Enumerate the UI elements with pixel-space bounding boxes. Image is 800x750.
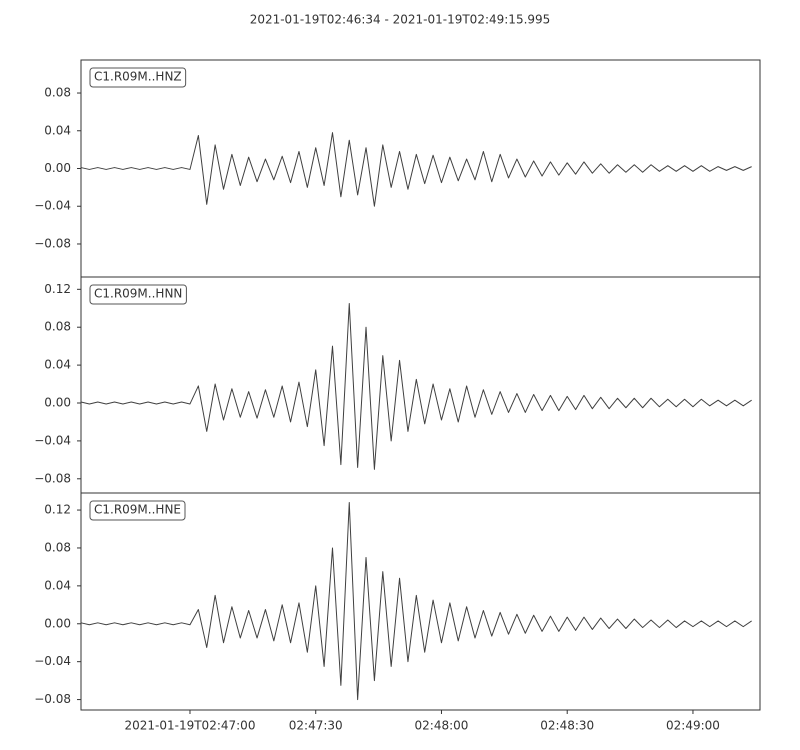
y-tick-label: 0.08: [44, 540, 71, 554]
trace-label-box: [89, 67, 187, 88]
trace-label-box: [89, 284, 187, 305]
y-tick-label: 0.04: [44, 578, 71, 592]
waveform: [80, 501, 752, 701]
panel-frame: [80, 492, 761, 711]
y-tick-label: 0.12: [44, 282, 71, 296]
y-tick-label: −0.08: [34, 692, 71, 706]
x-tick-label: 02:48:00: [415, 719, 469, 733]
chart-title: 2021-01-19T02:46:34 - 2021-01-19T02:49:1…: [250, 13, 551, 27]
waveform: [80, 132, 752, 207]
y-tick-label: −0.04: [34, 654, 71, 668]
x-tick-label: 02:48:30: [540, 719, 594, 733]
y-tick-label: 0.00: [44, 161, 71, 175]
y-tick-label: 0.08: [44, 320, 71, 334]
x-tick-label: 02:47:30: [289, 719, 343, 733]
trace-label: C1.R09M..HNN: [94, 287, 182, 301]
trace-label-box: [89, 500, 186, 521]
y-tick-label: 0.04: [44, 123, 71, 137]
y-tick-label: 0.00: [44, 396, 71, 410]
y-tick-label: 0.08: [44, 86, 71, 100]
y-tick-label: 0.00: [44, 616, 71, 630]
x-tick-label: 2021-01-19T02:47:00: [124, 719, 255, 733]
y-tick-label: −0.08: [34, 471, 71, 485]
y-tick-label: 0.12: [44, 503, 71, 517]
trace-label: C1.R09M..HNE: [94, 503, 181, 517]
y-tick-label: −0.04: [34, 433, 71, 447]
y-tick-label: −0.08: [34, 236, 71, 250]
y-tick-label: −0.04: [34, 199, 71, 213]
y-tick-label: 0.04: [44, 358, 71, 372]
trace-label: C1.R09M..HNZ: [94, 70, 182, 84]
x-tick-label: 02:49:00: [666, 719, 720, 733]
waveform: [80, 303, 752, 470]
